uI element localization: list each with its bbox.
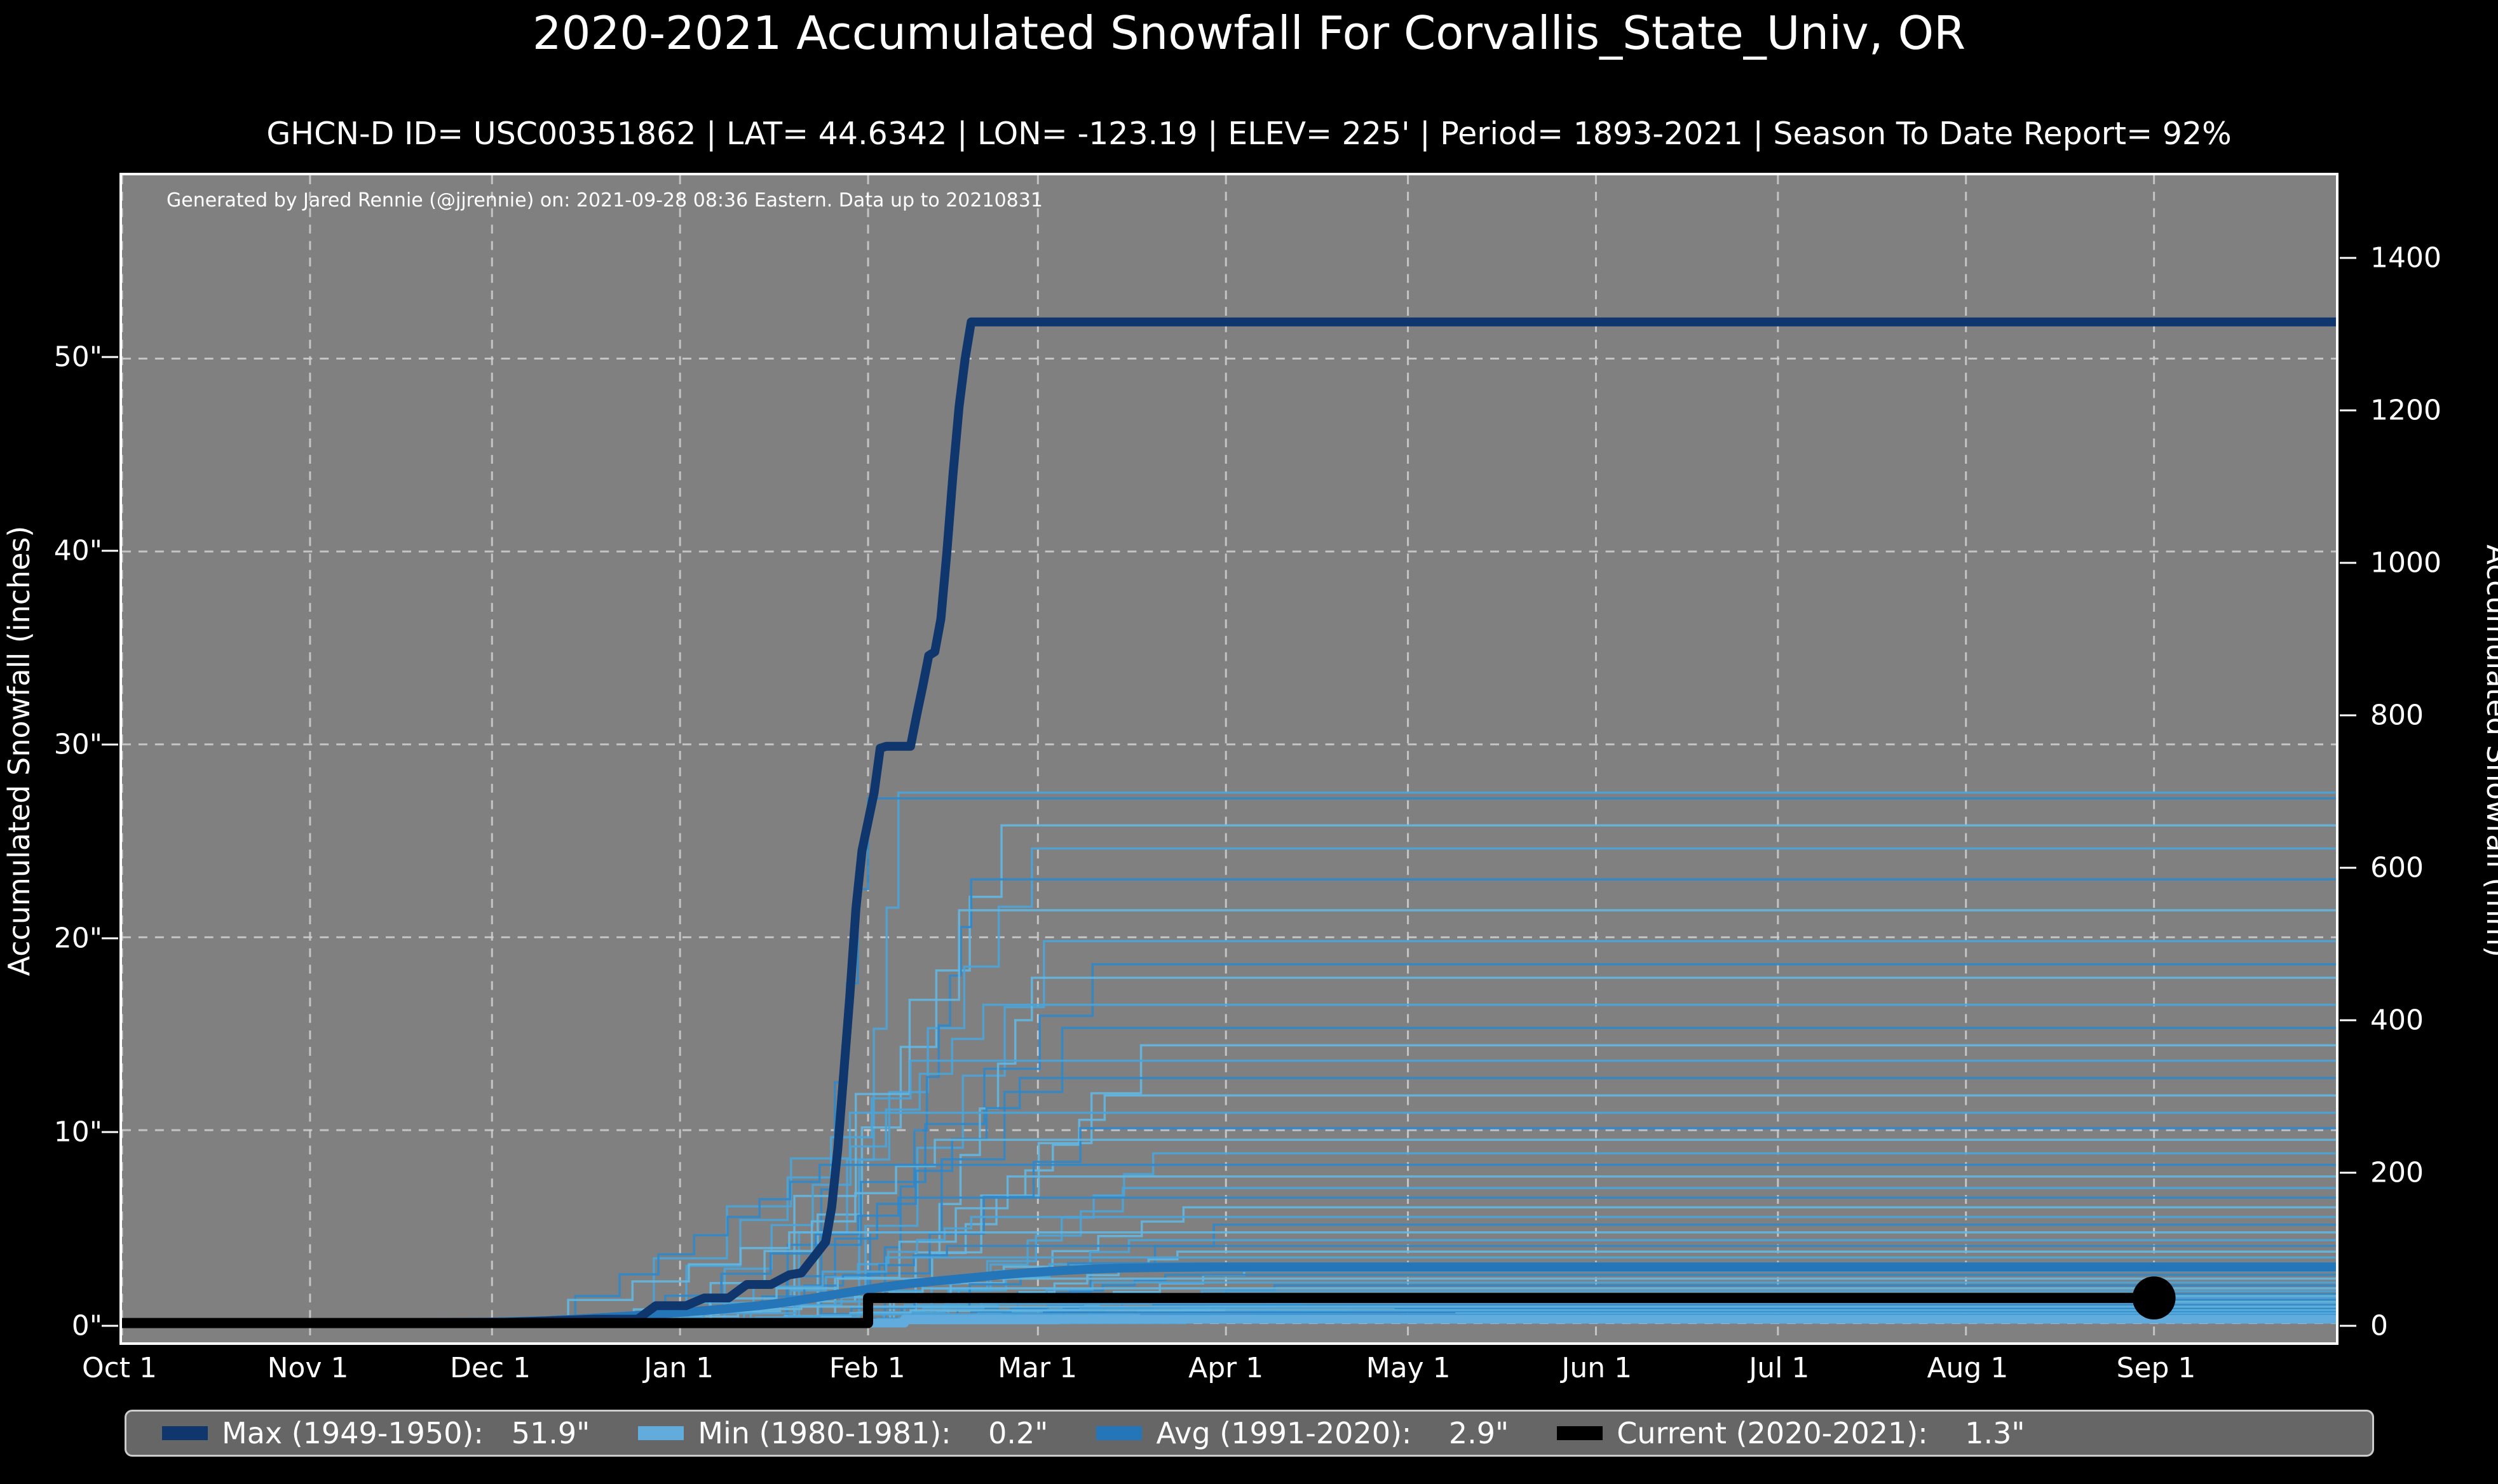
y-tick-left-30: 30"	[53, 728, 102, 761]
series-max	[122, 317, 2336, 1328]
legend-avg-swatch	[1096, 1426, 1143, 1440]
chart-legend: Max (1949-1950): 51.9" Min (1980-1981): 0…	[125, 1410, 2374, 1457]
y-tick-mark-left-0	[102, 1325, 118, 1326]
plot-canvas	[122, 175, 2336, 1342]
y-tick-left-10: 10"	[53, 1116, 102, 1149]
main-series	[122, 317, 2336, 1328]
y-tick-mark-right-600	[2340, 867, 2356, 869]
series-current	[122, 1293, 2154, 1328]
x-tick-jul-1: Jul 1	[1749, 1352, 1810, 1384]
y-tick-mark-left-10	[102, 1131, 118, 1133]
legend-current-swatch	[1557, 1426, 1603, 1440]
legend-min-swatch	[638, 1426, 684, 1440]
y-tick-left-40: 40"	[53, 534, 102, 567]
y-tick-left-0: 0"	[71, 1309, 102, 1342]
x-tick-feb-1: Feb 1	[829, 1352, 906, 1384]
y-axis-right-label: Accumulated Snowfall (mm)	[2480, 544, 2498, 957]
y-tick-right-400: 400	[2370, 1004, 2424, 1037]
x-tick-may-1: May 1	[1366, 1352, 1451, 1384]
y-tick-mark-right-800	[2340, 714, 2356, 717]
x-tick-apr-1: Apr 1	[1188, 1352, 1264, 1384]
legend-min[interactable]: Min (1980-1981): 0.2"	[638, 1416, 1096, 1450]
y-tick-right-600: 600	[2370, 851, 2424, 884]
y-tick-mark-left-50	[102, 356, 118, 358]
legend-max-label: Max (1949-1950): 51.9"	[222, 1416, 590, 1450]
y-tick-right-1000: 1000	[2370, 546, 2441, 579]
legend-avg-label: Avg (1991-2020): 2.9"	[1156, 1416, 1509, 1450]
y-tick-mark-right-400	[2340, 1019, 2356, 1022]
gridlines	[122, 175, 2336, 1342]
y-tick-right-1400: 1400	[2370, 241, 2441, 274]
y-tick-mark-left-30	[102, 743, 118, 746]
legend-current-label: Current (2020-2021): 1.3"	[1617, 1416, 2025, 1450]
chart-title: 2020-2021 Accumulated Snowfall For Corva…	[532, 6, 1966, 60]
y-tick-mark-right-200	[2340, 1171, 2356, 1174]
legend-max[interactable]: Max (1949-1950): 51.9"	[162, 1416, 638, 1450]
x-tick-dec-1: Dec 1	[450, 1352, 531, 1384]
legend-max-swatch	[162, 1426, 208, 1440]
x-tick-sep-1: Sep 1	[2116, 1352, 2196, 1384]
y-tick-mark-right-1400	[2340, 257, 2356, 259]
chart-subtitle: GHCN-D ID= USC00351862 | LAT= 44.6342 | …	[266, 116, 2232, 152]
y-tick-right-0: 0	[2370, 1309, 2388, 1342]
y-tick-mark-left-20	[102, 937, 118, 940]
y-tick-right-200: 200	[2370, 1156, 2424, 1189]
current-end-marker	[2132, 1276, 2176, 1320]
y-tick-left-20: 20"	[53, 922, 102, 955]
legend-min-label: Min (1980-1981): 0.2"	[698, 1416, 1049, 1450]
y-tick-left-50: 50"	[53, 341, 102, 374]
y-tick-right-800: 800	[2370, 699, 2424, 732]
y-tick-mark-right-1200	[2340, 409, 2356, 412]
legend-current[interactable]: Current (2020-2021): 1.3"	[1557, 1416, 2073, 1450]
generated-by-annotation: Generated by Jared Rennie (@jjrennie) on…	[166, 189, 1043, 212]
y-tick-right-1200: 1200	[2370, 394, 2441, 427]
historical-traces	[122, 791, 2336, 1325]
x-tick-oct-1: Oct 1	[81, 1352, 158, 1384]
x-tick-aug-1: Aug 1	[1927, 1352, 2009, 1384]
x-tick-mar-1: Mar 1	[998, 1352, 1078, 1384]
plot-area: Generated by Jared Rennie (@jjrennie) on…	[119, 173, 2338, 1345]
y-tick-mark-left-40	[102, 550, 118, 552]
y-tick-mark-right-0	[2340, 1325, 2356, 1326]
x-tick-jun-1: Jun 1	[1561, 1352, 1633, 1384]
x-tick-jan-1: Jan 1	[644, 1352, 714, 1384]
y-tick-mark-right-1000	[2340, 562, 2356, 564]
x-tick-nov-1: Nov 1	[267, 1352, 349, 1384]
legend-avg[interactable]: Avg (1991-2020): 2.9"	[1096, 1416, 1557, 1450]
